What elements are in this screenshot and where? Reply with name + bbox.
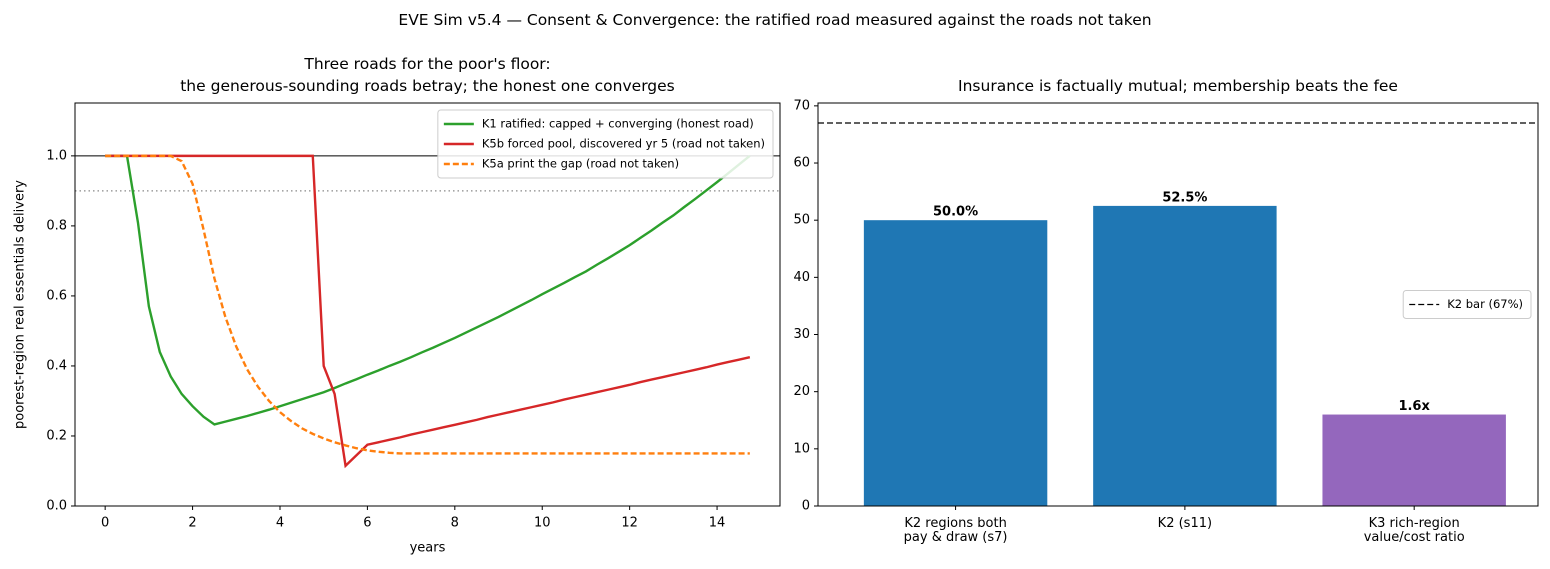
x-tick-label: 8 xyxy=(451,516,459,531)
y-tick-label: 0.0 xyxy=(46,499,67,514)
bar xyxy=(863,220,1048,507)
x-tick-label: 6 xyxy=(363,516,371,531)
legend-label: K2 bar (67%) xyxy=(1447,297,1523,311)
y-tick-label: 0.6 xyxy=(46,288,67,303)
x-tick-label: 0 xyxy=(101,516,109,531)
legend-box xyxy=(1402,290,1532,319)
series-line xyxy=(105,154,750,455)
x-axis-label: years xyxy=(410,541,446,556)
y-tick-label: 50 xyxy=(793,213,810,228)
series-line xyxy=(105,154,751,469)
value-label: 50.0% xyxy=(933,205,978,220)
x-tick-label: 4 xyxy=(276,516,284,531)
legend-label: K5a print the gap (road not taken) xyxy=(482,157,679,171)
legend: K2 bar (67%) xyxy=(1402,290,1532,319)
legend: K1 ratified: capped + converging (honest… xyxy=(437,109,774,179)
x-tick-label: 12 xyxy=(621,516,638,531)
plot-frame xyxy=(74,102,781,507)
x-tick-label: K2 regions both pay & draw (s7) xyxy=(903,516,1008,545)
y-tick-label: 0.4 xyxy=(46,358,67,373)
y-tick-label: 0.8 xyxy=(46,218,67,233)
y-tick-label: 10 xyxy=(793,441,810,456)
y-tick-label: 0 xyxy=(802,499,810,514)
legend-label: K1 ratified: capped + converging (honest… xyxy=(482,117,754,131)
y-tick-label: 0.2 xyxy=(46,428,67,443)
bar xyxy=(1093,205,1277,506)
x-tick-label: 2 xyxy=(188,516,196,531)
y-tick-label: 40 xyxy=(793,270,810,285)
chart-title: Insurance is factually mutual; membershi… xyxy=(958,77,1398,95)
plot-frame xyxy=(817,102,1539,507)
chart-title: Three roads for the poor's floor: the ge… xyxy=(180,55,675,95)
y-axis-label: poorest-region real essentials delivery xyxy=(13,180,28,429)
y-tick-label: 30 xyxy=(793,327,810,342)
y-tick-label: 1.0 xyxy=(46,148,67,163)
y-tick-label: 20 xyxy=(793,384,810,399)
x-tick-label: K3 rich-region value/cost ratio xyxy=(1363,516,1465,545)
legend-box xyxy=(437,109,774,179)
x-tick-label: K2 (s11) xyxy=(1157,516,1213,531)
suptitle: EVE Sim v5.4 — Consent & Convergence: th… xyxy=(398,11,1152,29)
series-line xyxy=(105,154,751,426)
value-label: 52.5% xyxy=(1162,190,1207,205)
y-tick-label: 60 xyxy=(793,156,810,171)
legend-label: K5b forced pool, discovered yr 5 (road n… xyxy=(482,137,765,151)
y-tick-label: 70 xyxy=(793,98,810,113)
x-tick-label: 10 xyxy=(534,516,551,531)
bar xyxy=(1322,414,1506,506)
value-label: 1.6x xyxy=(1398,399,1430,414)
x-tick-label: 14 xyxy=(709,516,726,531)
